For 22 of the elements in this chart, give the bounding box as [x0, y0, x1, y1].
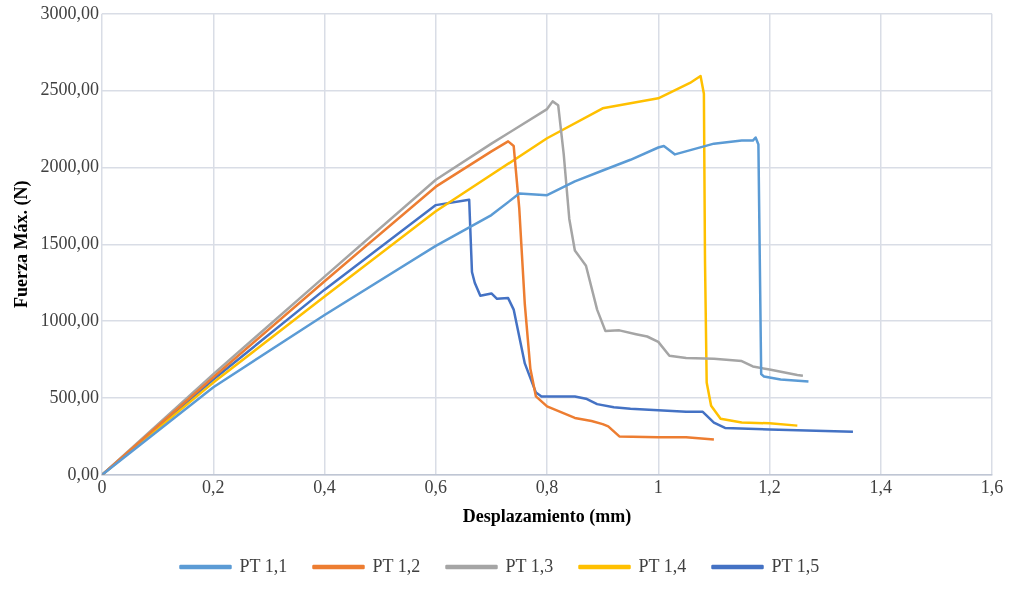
legend-label: PT 1,1	[239, 555, 288, 576]
y-tick-label: 3000,00	[40, 2, 100, 23]
y-tick-label: 2500,00	[40, 79, 100, 100]
x-tick-label: 0,8	[535, 477, 559, 498]
y-tick-label: 1000,00	[40, 309, 100, 330]
legend-label: PT 1,4	[638, 555, 687, 576]
x-tick-label: 1,6	[980, 477, 1004, 498]
x-tick-label: 1,2	[758, 477, 781, 498]
x-tick-label: 1,4	[869, 477, 893, 498]
legend-label: PT 1,2	[372, 555, 421, 576]
y-tick-label: 1500,00	[40, 233, 100, 254]
x-tick-label: 0,2	[202, 477, 225, 498]
x-tick-label: 0	[97, 477, 107, 498]
x-tick-label: 1	[653, 477, 663, 498]
legend-label: PT 1,5	[771, 555, 820, 576]
x-axis-title: Desplazamiento (mm)	[462, 505, 632, 527]
x-tick-label: 0,6	[424, 477, 448, 498]
y-axis-title: Fuerza Máx. (N)	[11, 180, 33, 309]
x-tick-label: 0,4	[313, 477, 336, 498]
y-tick-label: 500,00	[49, 386, 100, 407]
legend-label: PT 1,3	[505, 555, 554, 576]
y-tick-label: 2000,00	[40, 156, 100, 177]
